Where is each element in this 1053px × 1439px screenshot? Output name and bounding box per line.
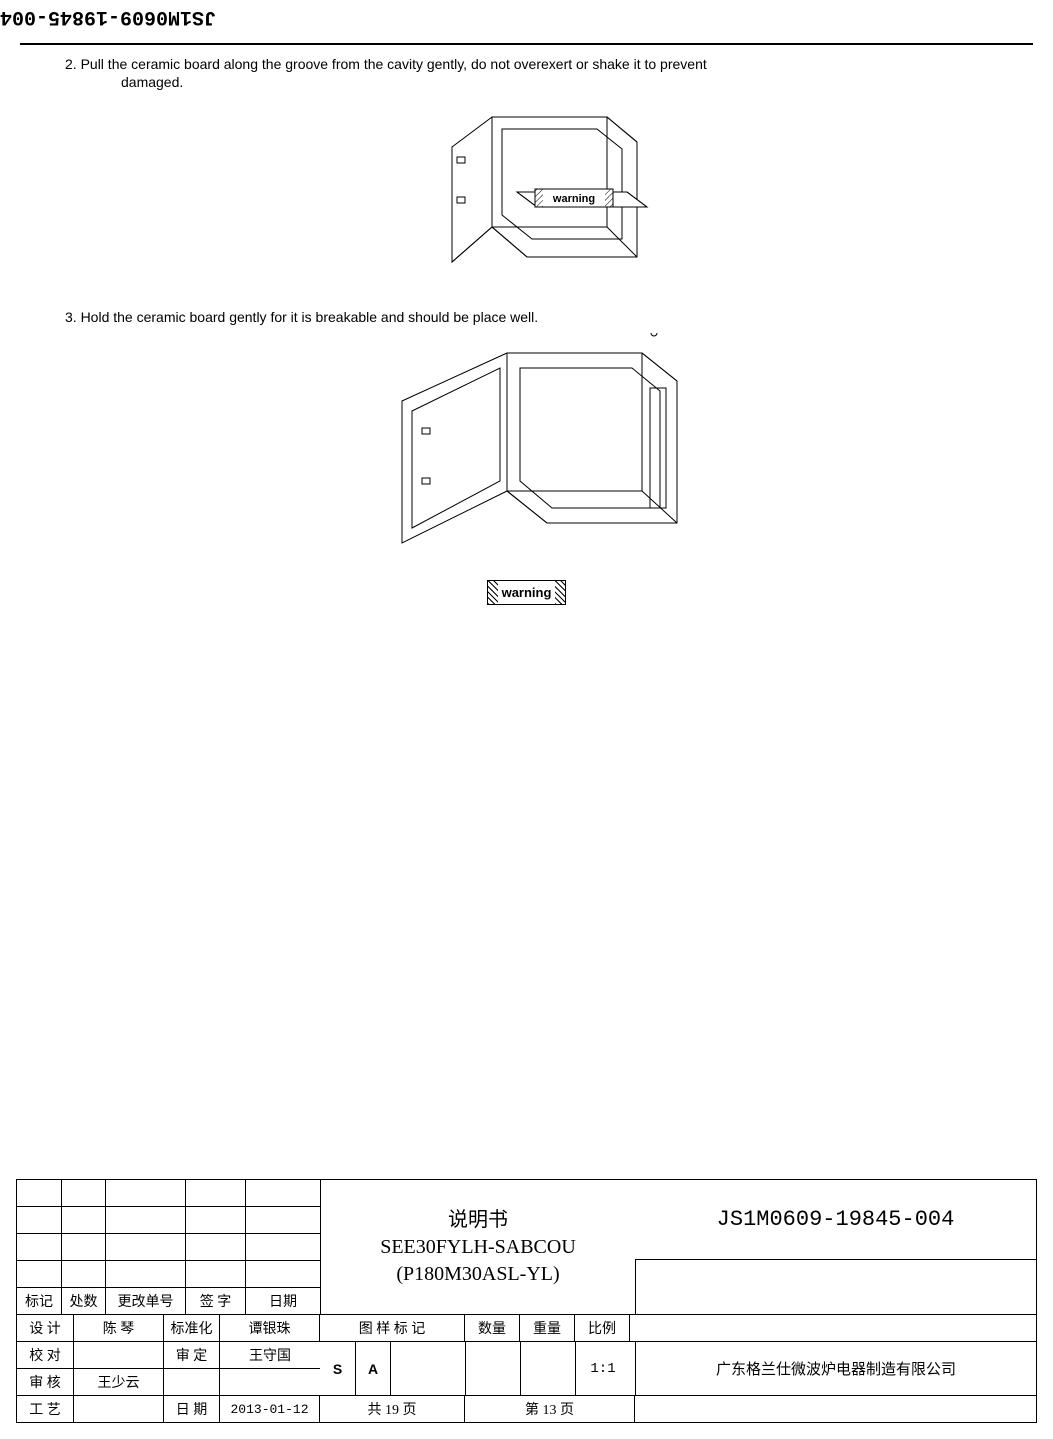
rev-hdr-date: 日期 xyxy=(245,1288,320,1314)
val-blank xyxy=(219,1369,320,1395)
rev-cell xyxy=(105,1234,185,1260)
blank xyxy=(520,1342,575,1395)
oven-with-tray-diagram: warning xyxy=(397,97,657,287)
a-cell: A xyxy=(355,1342,390,1395)
blank xyxy=(465,1342,520,1395)
lbl-check: 校 对 xyxy=(17,1342,73,1368)
val-check xyxy=(73,1342,163,1368)
val-std: 谭银珠 xyxy=(219,1315,319,1341)
rev-cell xyxy=(105,1261,185,1287)
content-body: 2. Pull the ceramic board along the groo… xyxy=(20,55,1033,605)
s-cell: S xyxy=(320,1342,355,1395)
rev-hdr-change: 更改单号 xyxy=(105,1288,185,1314)
doc-id-header: JS1M0609-19845-004 xyxy=(0,5,220,28)
mid-model2: (P180M30ASL-YL) xyxy=(396,1261,559,1288)
rev-cell xyxy=(245,1207,320,1233)
warning-label-1: warning xyxy=(551,193,594,205)
rev-hdr-sign: 签 字 xyxy=(185,1288,245,1314)
step2-text: 2. Pull the ceramic board along the groo… xyxy=(65,56,707,72)
lbl-design: 设 计 xyxy=(17,1315,73,1341)
lbl-date: 日 期 xyxy=(163,1396,219,1422)
page-current: 第 13 页 xyxy=(464,1396,634,1422)
hdr-scale: 比例 xyxy=(574,1315,629,1341)
rev-cell xyxy=(185,1180,245,1206)
title-block: 标记 处数 更改单号 签 字 日期 说明书 SEE30FYLH-SABCOU (… xyxy=(16,1179,1037,1423)
warning-box-2: warning xyxy=(487,580,567,605)
header-rule xyxy=(20,43,1033,45)
hdr-wt: 重量 xyxy=(519,1315,574,1341)
blank xyxy=(390,1342,465,1395)
instruction-step-2: 2. Pull the ceramic board along the groo… xyxy=(65,55,1003,91)
rev-cell xyxy=(17,1261,61,1287)
step2-cont: damaged. xyxy=(121,73,1003,91)
company-name: 广东格兰仕微波炉电器制造有限公司 xyxy=(635,1342,1036,1395)
rev-cell xyxy=(185,1234,245,1260)
rev-cell xyxy=(185,1207,245,1233)
warning-label-2: warning xyxy=(502,585,552,600)
hatch-icon xyxy=(488,581,498,604)
hatch-icon xyxy=(555,581,565,604)
blank xyxy=(634,1396,1036,1422)
rev-cell xyxy=(245,1261,320,1287)
lbl-blank xyxy=(163,1369,219,1395)
val-process xyxy=(73,1396,163,1422)
rev-cell xyxy=(105,1207,185,1233)
rev-hdr-mark: 标记 xyxy=(17,1288,61,1314)
mid-title: 说明书 xyxy=(448,1207,508,1234)
val-review: 王少云 xyxy=(73,1369,163,1395)
rev-cell xyxy=(61,1234,105,1260)
instruction-step-3: 3. Hold the ceramic board gently for it … xyxy=(65,308,1003,326)
rev-cell xyxy=(61,1207,105,1233)
rev-cell xyxy=(17,1180,61,1206)
val-design: 陈 琴 xyxy=(73,1315,163,1341)
lbl-process: 工 艺 xyxy=(17,1396,73,1422)
rev-cell xyxy=(245,1234,320,1260)
blank xyxy=(629,1315,1036,1341)
rev-cell xyxy=(61,1261,105,1287)
val-approve: 王守国 xyxy=(219,1342,320,1368)
mid-model1: SEE30FYLH-SABCOU xyxy=(380,1234,576,1261)
rev-cell xyxy=(17,1207,61,1233)
rev-cell xyxy=(185,1261,245,1287)
rev-hdr-count: 处数 xyxy=(61,1288,105,1314)
blank-right xyxy=(635,1259,1036,1314)
rev-cell xyxy=(245,1180,320,1206)
hdr-drawing: 图 样 标 记 xyxy=(319,1315,464,1341)
rev-cell xyxy=(61,1180,105,1206)
oven-open-door-diagram xyxy=(342,333,712,563)
hdr-qty: 数量 xyxy=(464,1315,519,1341)
rev-cell xyxy=(17,1234,61,1260)
scale-val: 1:1 xyxy=(575,1342,630,1395)
lbl-std: 标准化 xyxy=(163,1315,219,1341)
lbl-review: 审 核 xyxy=(17,1369,73,1395)
figure-1: warning xyxy=(20,97,1033,290)
val-date: 2013-01-12 xyxy=(219,1396,319,1422)
warning-box-2-wrap: warning xyxy=(20,580,1033,605)
lbl-approve: 审 定 xyxy=(163,1342,219,1368)
doc-id: JS1M0609-19845-004 xyxy=(635,1180,1036,1259)
figure-2: warning xyxy=(20,333,1033,605)
pages-total: 共 19 页 xyxy=(319,1396,464,1422)
rev-cell xyxy=(105,1180,185,1206)
title-mid: 说明书 SEE30FYLH-SABCOU (P180M30ASL-YL) xyxy=(320,1180,635,1314)
